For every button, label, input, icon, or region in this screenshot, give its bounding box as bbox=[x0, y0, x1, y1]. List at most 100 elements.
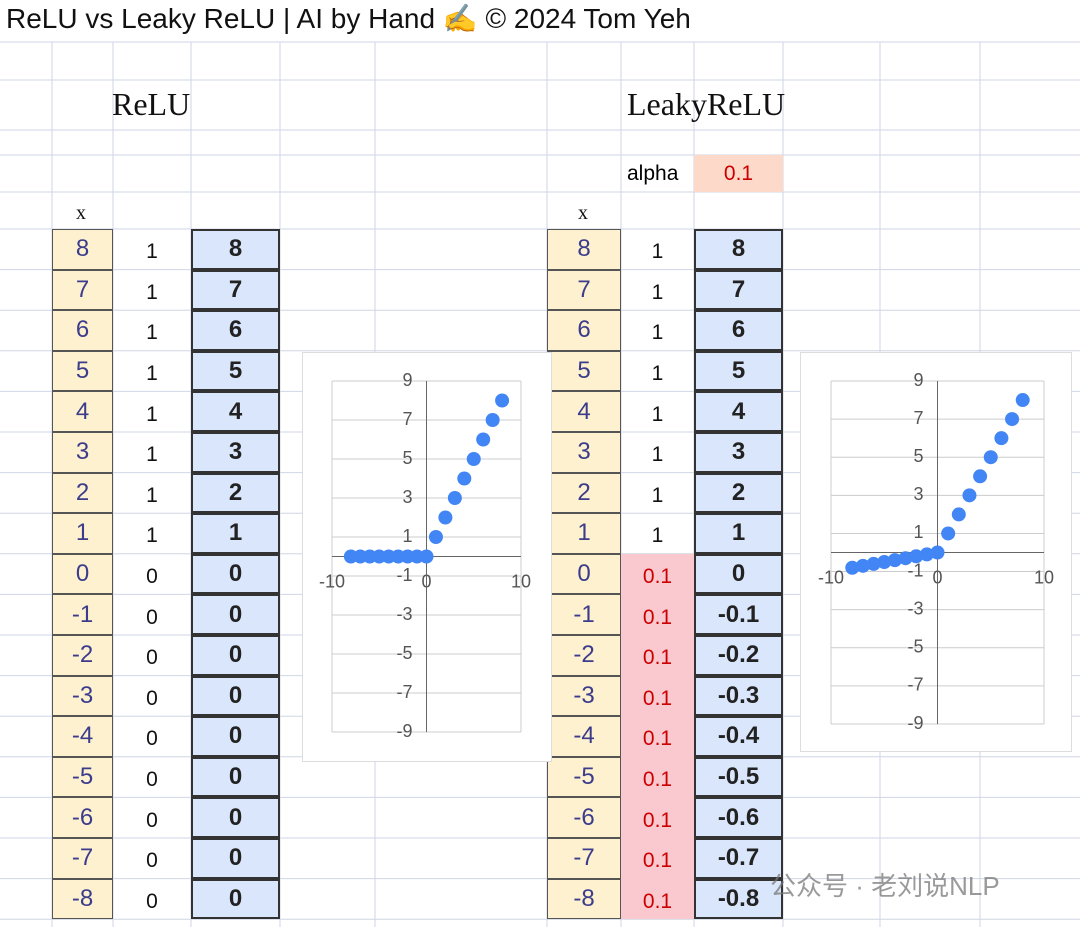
cell[interactable]: 1 bbox=[146, 524, 158, 548]
cell[interactable]: -0.5 bbox=[694, 756, 783, 798]
cell[interactable]: 1 bbox=[651, 240, 664, 264]
cell[interactable]: 0 bbox=[146, 686, 158, 710]
cell[interactable]: 7 bbox=[694, 269, 783, 311]
cell[interactable]: 1 bbox=[146, 483, 158, 507]
cell[interactable]: 0 bbox=[191, 594, 280, 635]
cell[interactable]: 0.1 bbox=[621, 594, 694, 635]
cell[interactable]: 7 bbox=[547, 269, 621, 311]
cell[interactable]: 0.1 bbox=[621, 675, 694, 717]
cell[interactable]: 0 bbox=[694, 553, 783, 595]
cell[interactable]: -0.4 bbox=[694, 716, 783, 757]
cell[interactable]: 1 bbox=[651, 321, 664, 345]
cell[interactable]: 0.1 bbox=[621, 553, 694, 595]
cell[interactable]: -1 bbox=[52, 594, 113, 635]
cell[interactable]: 3 bbox=[547, 432, 621, 473]
cell[interactable]: -2 bbox=[547, 635, 621, 676]
cell[interactable]: 0.1 bbox=[621, 838, 694, 879]
cell[interactable]: -0.3 bbox=[694, 675, 783, 717]
cell[interactable]: 0 bbox=[146, 565, 158, 589]
cell[interactable]: 0 bbox=[52, 553, 113, 595]
cell[interactable]: 6 bbox=[52, 310, 113, 351]
cell[interactable]: 1 bbox=[146, 280, 158, 304]
cell[interactable]: 0.1 bbox=[621, 716, 694, 757]
cell[interactable]: 4 bbox=[52, 391, 113, 432]
cell[interactable]: -1 bbox=[547, 594, 621, 635]
cell[interactable]: 0 bbox=[146, 605, 158, 629]
cell[interactable]: 1 bbox=[651, 443, 664, 467]
cell[interactable]: 1 bbox=[651, 280, 664, 304]
cell[interactable]: 0 bbox=[146, 646, 158, 670]
cell[interactable]: 0 bbox=[146, 727, 158, 751]
cell[interactable]: 1 bbox=[694, 513, 783, 554]
cell[interactable]: 1 bbox=[146, 362, 158, 386]
cell[interactable]: -8 bbox=[52, 878, 113, 920]
cell[interactable]: 0 bbox=[146, 849, 158, 873]
alpha-value[interactable]: 0.1 bbox=[694, 155, 783, 192]
cell[interactable]: 1 bbox=[191, 513, 280, 554]
cell[interactable]: -3 bbox=[547, 675, 621, 717]
cell[interactable]: 0 bbox=[146, 768, 158, 792]
cell[interactable]: -5 bbox=[52, 756, 113, 798]
cell[interactable]: -6 bbox=[52, 797, 113, 838]
cell[interactable]: 7 bbox=[191, 269, 280, 311]
cell[interactable]: 4 bbox=[191, 391, 280, 432]
cell[interactable]: 6 bbox=[191, 310, 280, 351]
cell[interactable]: 0 bbox=[191, 553, 280, 595]
cell[interactable]: 2 bbox=[547, 472, 621, 514]
cell[interactable]: -0.8 bbox=[694, 878, 783, 920]
cell[interactable]: -7 bbox=[547, 838, 621, 879]
cell[interactable]: 0 bbox=[191, 878, 280, 920]
cell[interactable]: -8 bbox=[547, 878, 621, 920]
cell[interactable]: 4 bbox=[547, 391, 621, 432]
cell[interactable]: -4 bbox=[52, 716, 113, 757]
cell[interactable]: 1 bbox=[146, 443, 158, 467]
cell[interactable]: 8 bbox=[191, 229, 280, 270]
cell[interactable]: 0 bbox=[191, 797, 280, 838]
cell[interactable]: 1 bbox=[547, 513, 621, 554]
cell[interactable]: 6 bbox=[547, 310, 621, 351]
cell[interactable]: -2 bbox=[52, 635, 113, 676]
cell[interactable]: 2 bbox=[694, 472, 783, 514]
cell[interactable]: 3 bbox=[694, 432, 783, 473]
cell[interactable]: 0 bbox=[547, 553, 621, 595]
cell[interactable]: 0 bbox=[191, 675, 280, 717]
cell[interactable]: -0.1 bbox=[694, 594, 783, 635]
cell[interactable]: 0 bbox=[146, 889, 158, 913]
cell[interactable]: 6 bbox=[694, 310, 783, 351]
cell[interactable]: 1 bbox=[52, 513, 113, 554]
cell[interactable]: 8 bbox=[547, 229, 621, 270]
cell[interactable]: 0.1 bbox=[621, 635, 694, 676]
cell[interactable]: 1 bbox=[146, 402, 158, 426]
cell[interactable]: 1 bbox=[146, 321, 158, 345]
cell[interactable]: 5 bbox=[52, 350, 113, 392]
cell[interactable]: 0.1 bbox=[621, 878, 694, 920]
cell[interactable]: 5 bbox=[547, 350, 621, 392]
cell[interactable]: -0.2 bbox=[694, 635, 783, 676]
cell[interactable]: -3 bbox=[52, 675, 113, 717]
cell[interactable]: -4 bbox=[547, 716, 621, 757]
cell[interactable]: -5 bbox=[547, 756, 621, 798]
cell[interactable]: 1 bbox=[651, 362, 664, 386]
cell[interactable]: -0.6 bbox=[694, 797, 783, 838]
cell[interactable]: 1 bbox=[146, 240, 158, 264]
cell[interactable]: 8 bbox=[52, 229, 113, 270]
cell[interactable]: 1 bbox=[651, 483, 664, 507]
cell[interactable]: 2 bbox=[52, 472, 113, 514]
cell[interactable]: 0 bbox=[191, 838, 280, 879]
cell[interactable]: 2 bbox=[191, 472, 280, 514]
cell[interactable]: 5 bbox=[694, 350, 783, 392]
cell[interactable]: 0 bbox=[191, 756, 280, 798]
cell[interactable]: -6 bbox=[547, 797, 621, 838]
cell[interactable]: 8 bbox=[694, 229, 783, 270]
cell[interactable]: 5 bbox=[191, 350, 280, 392]
cell[interactable]: 3 bbox=[191, 432, 280, 473]
cell[interactable]: -7 bbox=[52, 838, 113, 879]
cell[interactable]: 0.1 bbox=[621, 797, 694, 838]
cell[interactable]: 4 bbox=[694, 391, 783, 432]
cell[interactable]: 0 bbox=[146, 808, 158, 832]
cell[interactable]: -0.7 bbox=[694, 838, 783, 879]
cell[interactable]: 0 bbox=[191, 716, 280, 757]
cell[interactable]: 1 bbox=[651, 402, 664, 426]
cell[interactable]: 3 bbox=[52, 432, 113, 473]
cell[interactable]: 7 bbox=[52, 269, 113, 311]
